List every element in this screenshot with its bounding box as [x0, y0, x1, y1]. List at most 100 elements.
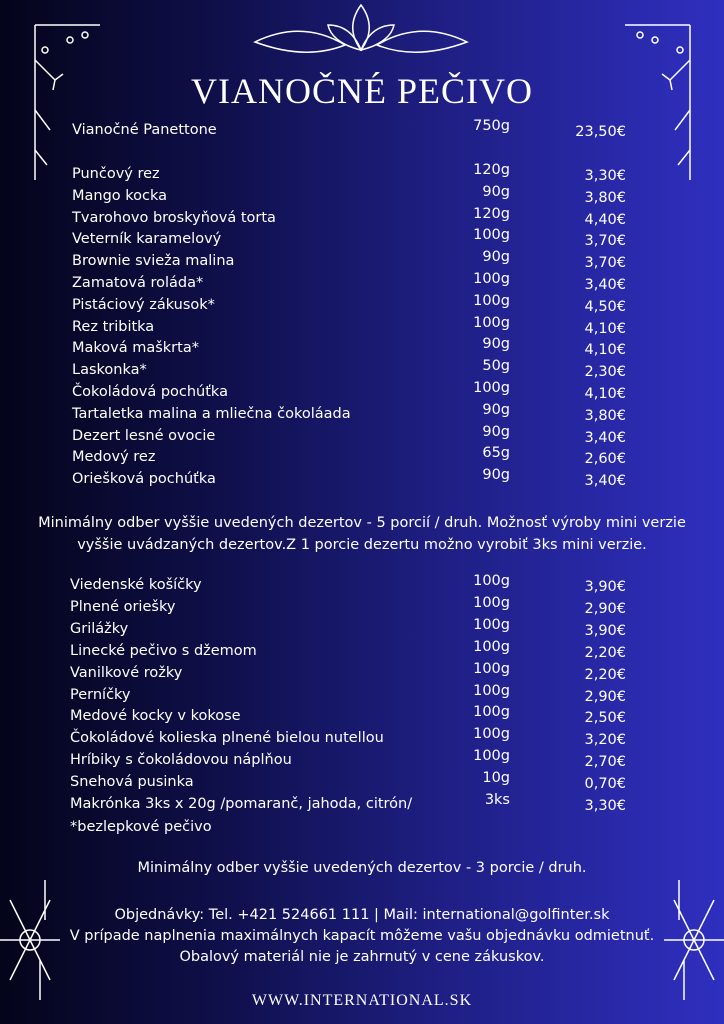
- menu-item: Pistáciový zákusok* 100g 4,50€: [0, 293, 724, 319]
- minimum-order-note-2: Minimálny odber vyššie uvedených dezerto…: [137, 860, 587, 876]
- menu-item: Plnené oriešky 100g 2,90€: [0, 595, 724, 621]
- menu-item: Maková maškrta* 90g 4,10€: [0, 336, 724, 362]
- item-price: 3,70€: [584, 255, 626, 272]
- item-name: Linecké pečivo s džemom: [70, 642, 257, 659]
- menu-item: Makrónka 3ks x 20g /pomaranč, jahoda, ci…: [0, 792, 724, 818]
- menu-item: Mango kocka 90g 3,80€: [0, 184, 724, 210]
- item-weight: 100g: [473, 638, 510, 655]
- menu-item: Snehová pusinka 10g 0,70€: [0, 770, 724, 796]
- capacity-note: V prípade naplnenia maximálnych kapacít …: [69, 928, 655, 944]
- packaging-note: Obalový materiál nie je zahrnutý v cene …: [179, 949, 545, 965]
- item-price: 4,50€: [584, 298, 626, 315]
- item-name: Rez tribitka: [72, 318, 155, 335]
- item-weight: 120g: [473, 205, 510, 222]
- item-name: Punčový rez: [72, 166, 160, 182]
- item-price: 2,60€: [584, 451, 626, 468]
- item-price: 4,10€: [584, 342, 626, 359]
- menu-item: Hríbiky s čokoládovou náplňou 100g 2,70€: [0, 748, 724, 774]
- item-price: 3,40€: [584, 473, 626, 490]
- item-price: 4,10€: [584, 320, 626, 337]
- item-weight: 90g: [482, 183, 510, 200]
- item-weight: 100g: [473, 682, 510, 699]
- item-weight: 90g: [482, 249, 510, 266]
- item-name: Makrónka 3ks x 20g /pomaranč, jahoda, ci…: [70, 796, 413, 812]
- item-weight: 100g: [473, 573, 510, 589]
- item-name: Veterník karamelový: [72, 231, 222, 248]
- item-name: Plnené oriešky: [70, 598, 176, 615]
- item-weight: 100g: [473, 616, 510, 633]
- item-price: 2,20€: [584, 644, 626, 661]
- item-name: Pistáciový zákusok*: [72, 296, 215, 313]
- item-price: 2,50€: [584, 710, 626, 727]
- item-name: Tvarohovo broskyňová torta: [72, 209, 276, 226]
- item-weight: 100g: [473, 660, 510, 677]
- menu-item: Laskonka* 50g 2,30€: [0, 358, 724, 384]
- item-name: Maková maškrta*: [72, 340, 199, 357]
- item-price: 3,30€: [584, 168, 626, 184]
- item-price: 4,10€: [584, 386, 626, 402]
- item-weight: 90g: [482, 336, 510, 353]
- item-price: 2,20€: [584, 666, 626, 683]
- item-name: Brownie svieža malina: [72, 253, 235, 270]
- item-name: Čokoládová pochúťka: [72, 384, 228, 400]
- menu-item: Punčový rez 120g 3,30€: [0, 162, 724, 188]
- item-name: Snehová pusinka: [70, 774, 194, 791]
- menu-item: Veterník karamelový 100g 3,70€: [0, 227, 724, 253]
- item-weight: 100g: [473, 227, 510, 244]
- item-weight: 90g: [482, 423, 510, 440]
- item-weight: 100g: [473, 380, 510, 396]
- item-price: 4,40€: [584, 211, 626, 228]
- item-name: Oriešková pochúťka: [72, 471, 216, 488]
- item-name: Dezert lesné ovocie: [72, 427, 216, 444]
- snowflake-right-icon: [664, 880, 724, 1000]
- item-price: 3,80€: [584, 407, 626, 424]
- menu-item: Perníčky 100g 2,90€: [0, 683, 724, 709]
- item-weight: 100g: [473, 314, 510, 331]
- item-weight: 100g: [473, 594, 510, 611]
- item-price: 3,40€: [584, 277, 626, 293]
- menu-item: Medový rez 65g 2,60€: [0, 445, 724, 471]
- item-price: 3,40€: [584, 429, 626, 446]
- item-price: 0,70€: [584, 776, 626, 793]
- item-price: 2,90€: [584, 688, 626, 705]
- item-price: 2,70€: [584, 754, 626, 771]
- item-weight: 100g: [473, 292, 510, 309]
- item-weight: 65g: [482, 445, 510, 462]
- item-price: 3,70€: [584, 233, 626, 250]
- menu-item: Grilážky 100g 3,90€: [0, 617, 724, 643]
- item-name: Zamatová roláda*: [72, 275, 204, 291]
- holly-ornament-icon: [253, 3, 469, 53]
- featured-item: Vianočné Panettone 750g 23,50€: [0, 118, 724, 144]
- note-line: Minimálny odber vyššie uvedených dezerto…: [38, 515, 686, 531]
- website-link[interactable]: WWW.INTERNATIONAL.SK: [251, 992, 473, 1009]
- item-name: Medové kocky v kokose: [70, 708, 241, 725]
- menu-item: Dezert lesné ovocie 90g 3,40€: [0, 424, 724, 450]
- branch-corner-left-icon: [34, 24, 100, 180]
- item-weight: 50g: [482, 358, 510, 375]
- item-name: Grilážky: [70, 620, 129, 637]
- item-name: Laskonka*: [72, 362, 147, 379]
- item-price: 2,30€: [584, 364, 626, 381]
- item-weight: 100g: [473, 271, 510, 287]
- menu-item: Linecké pečivo s džemom 100g 2,20€: [0, 639, 724, 665]
- menu-item: Rez tribitka 100g 4,10€: [0, 315, 724, 341]
- item-name: Viedenské košíčky: [70, 577, 202, 593]
- page-title: VIANOČNÉ PEČIVO: [191, 71, 533, 111]
- item-name: Medový rez: [72, 449, 156, 466]
- item-price: 2,90€: [584, 600, 626, 617]
- gluten-free-note: *bezlepkové pečivo: [70, 819, 212, 835]
- menu-item: Zamatová roláda* 100g 3,40€: [0, 271, 724, 297]
- item-name: Vianočné Panettone: [72, 122, 217, 138]
- menu-item: Čokoládová pochúťka 100g 4,10€: [0, 380, 724, 406]
- branch-corner-right-icon: [625, 24, 691, 180]
- item-name: Tartaletka malina a mliečna čokoláada: [72, 405, 351, 422]
- item-name: Hríbiky s čokoládovou náplňou: [70, 752, 292, 769]
- item-weight: 100g: [473, 726, 510, 743]
- item-name: Mango kocka: [72, 187, 168, 204]
- menu-item: Brownie svieža malina 90g 3,70€: [0, 249, 724, 275]
- note-line: vyššie uvádzaných dezertov.Z 1 porcie de…: [77, 537, 647, 553]
- item-name: Čokoládové kolieska plnené bielou nutell…: [70, 730, 384, 747]
- item-weight: 100g: [473, 748, 510, 765]
- item-weight: 120g: [473, 162, 510, 178]
- snowflake-left-icon: [0, 880, 60, 1000]
